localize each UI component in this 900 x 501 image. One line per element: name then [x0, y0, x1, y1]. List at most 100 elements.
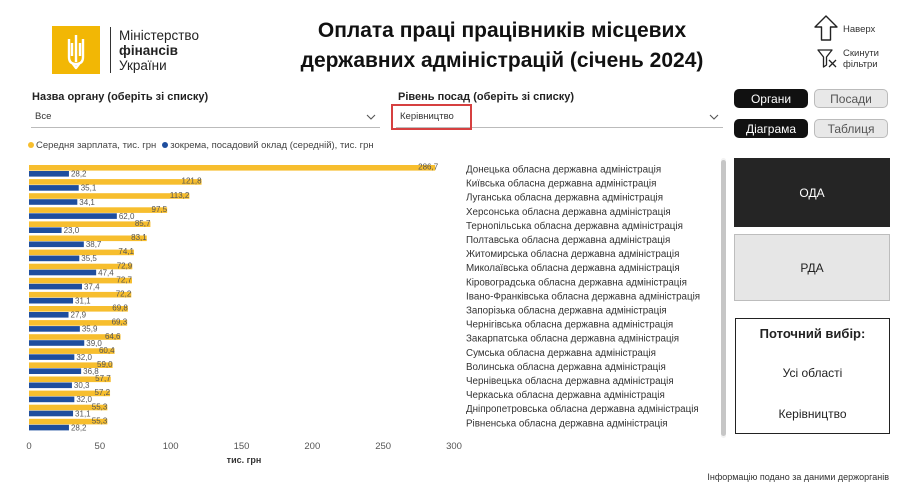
bar-base-salary: [29, 185, 79, 191]
toggle-organy[interactable]: Органи: [734, 89, 808, 108]
data-label-avg: 55,3: [92, 416, 108, 425]
position-filter-label: Рівень посад (оберіть зі списку): [398, 91, 574, 103]
legend-dot-avg: [28, 142, 34, 149]
bar-base-salary: [29, 396, 75, 403]
data-label-base: 47,4: [98, 268, 114, 277]
bar-avg-salary: [29, 306, 128, 312]
data-label-base: 35,5: [81, 254, 97, 263]
bar-base-salary: [29, 269, 97, 276]
bar-avg-salary: [29, 165, 436, 171]
chevron-down-icon: [366, 114, 376, 120]
data-label-avg: 72,2: [116, 290, 132, 299]
data-label-avg: 69,8: [112, 304, 128, 313]
category-label: Миколаївська обласна державна адміністра…: [466, 263, 680, 274]
current-selection-panel: Поточний вибір: Усі області Керівництво: [735, 318, 890, 434]
bar-avg-salary: [29, 334, 121, 340]
data-label-base: 62,0: [119, 212, 135, 221]
logo-text: Міністерство фінансів України: [119, 28, 199, 73]
data-label-base: 28,2: [71, 423, 87, 432]
salary-bar-chart: 286,7 28,2 Донецька обласна державна адмін…: [26, 163, 700, 465]
x-tick-label: 50: [95, 441, 106, 452]
data-label-base: 32,0: [76, 395, 92, 404]
current-selection-header: Поточний вибір:: [759, 326, 866, 341]
bar-base-salary: [29, 382, 72, 389]
reset-filters-label: Скинути фільтри: [843, 48, 879, 70]
bar-base-salary: [29, 368, 82, 374]
position-select[interactable]: Керівництво: [396, 106, 723, 128]
category-label: Чернігівська обласна державна адміністра…: [466, 320, 673, 331]
organ-select[interactable]: Все: [31, 106, 380, 128]
category-label: Кіровоградська обласна державна адмініст…: [466, 277, 687, 288]
data-label-avg: 57,7: [95, 374, 111, 383]
coat-of-arms-icon: [52, 26, 100, 74]
bar-base-salary: [29, 255, 80, 262]
data-label-avg: 72,7: [116, 275, 132, 284]
category-label: Луганська обласна державна адміністрація: [466, 193, 663, 204]
toggle-posady[interactable]: Посади: [814, 89, 888, 108]
data-label-avg: 74,1: [118, 247, 134, 256]
data-label-base: 35,1: [81, 184, 97, 193]
x-tick-label: 0: [26, 441, 31, 452]
bar-base-salary: [29, 340, 85, 346]
legend-label-base: зокрема, посадовий оклад (середній), тис…: [170, 140, 374, 151]
bar-avg-salary: [29, 263, 133, 270]
oda-button[interactable]: ОДА: [734, 158, 890, 227]
legend-item-avg: Середня зарплата, тис. грн: [28, 140, 156, 151]
data-label-base: 34,1: [79, 198, 95, 207]
legend-item-base: зокрема, посадовий оклад (середній), тис…: [162, 140, 374, 151]
category-label: Дніпропетровська обласна державна адміні…: [466, 404, 699, 415]
bar-base-salary: [29, 297, 74, 304]
legend-label-avg: Середня зарплата, тис. грн: [36, 140, 157, 151]
chart-scrollbar[interactable]: [721, 160, 726, 436]
bar-base-salary: [29, 424, 69, 431]
current-selection-region: Усі області: [782, 366, 843, 380]
data-label-avg: 286,7: [418, 163, 439, 172]
rda-button[interactable]: РДА: [734, 234, 890, 301]
data-label-avg: 59,0: [97, 360, 113, 369]
data-label-avg: 121,8: [182, 177, 203, 186]
bar-base-salary: [29, 227, 62, 233]
bar-base-salary: [29, 312, 69, 318]
ministry-logo: Міністерство фінансів України: [52, 24, 222, 76]
category-label: Житомирська обласна державна адміністрац…: [466, 249, 679, 260]
x-axis-label: тис. грн: [227, 455, 262, 465]
scroll-top-label: Наверх: [843, 24, 876, 35]
x-tick-label: 250: [375, 441, 391, 452]
category-label: Полтавська обласна державна адміністраці…: [466, 235, 670, 246]
category-label: Тернопільська обласна державна адміністр…: [466, 221, 683, 232]
data-label-avg: 83,1: [131, 233, 147, 242]
page-title-line-1: Оплата праці працівників місцевих: [317, 19, 687, 42]
bar-avg-salary: [29, 362, 113, 368]
category-label: Івано-Франківська обласна державна адмін…: [466, 291, 700, 302]
chevron-down-icon: [709, 114, 719, 120]
data-label-base: 35,9: [82, 325, 98, 334]
source-footnote: Інформацію подано за даними держорганів: [707, 472, 889, 482]
toggle-tablytsia[interactable]: Таблиця: [814, 119, 888, 138]
category-label: Закарпатська обласна державна адміністра…: [466, 334, 679, 345]
category-label: Херсонська обласна державна адміністраці…: [466, 207, 671, 218]
category-label: Донецька обласна державна адміністрація: [466, 165, 661, 176]
bar-base-salary: [29, 326, 80, 332]
toggle-diagrama[interactable]: Діаграма: [734, 119, 808, 138]
organ-filter-label: Назва органу (оберіть зі списку): [32, 91, 209, 103]
bar-avg-salary: [29, 404, 108, 411]
reset-filters-button[interactable]: Скинути фільтри: [816, 48, 879, 70]
bar-avg-salary: [29, 418, 108, 425]
bar-avg-salary: [29, 235, 147, 242]
bar-avg-salary: [29, 207, 168, 213]
bar-avg-salary: [29, 348, 115, 354]
data-label-base: 38,7: [86, 240, 102, 249]
bar-avg-salary: [29, 376, 111, 383]
scroll-top-button[interactable]: Наверх: [814, 15, 875, 41]
logo-line-1: Міністерство: [119, 27, 199, 43]
data-label-base: 37,4: [84, 282, 100, 291]
x-tick-label: 100: [163, 441, 179, 452]
bar-base-salary: [29, 283, 82, 290]
data-label-base: 39,0: [86, 339, 102, 348]
data-label-avg: 85,7: [135, 219, 151, 228]
bar-avg-salary: [29, 320, 128, 326]
bar-avg-salary: [29, 249, 134, 256]
page-title-line-2: державних адміністрацій (січень 2024): [300, 49, 704, 72]
bar-base-salary: [29, 213, 117, 219]
category-label: Запорізька обласна державна адміністраці…: [466, 306, 667, 317]
